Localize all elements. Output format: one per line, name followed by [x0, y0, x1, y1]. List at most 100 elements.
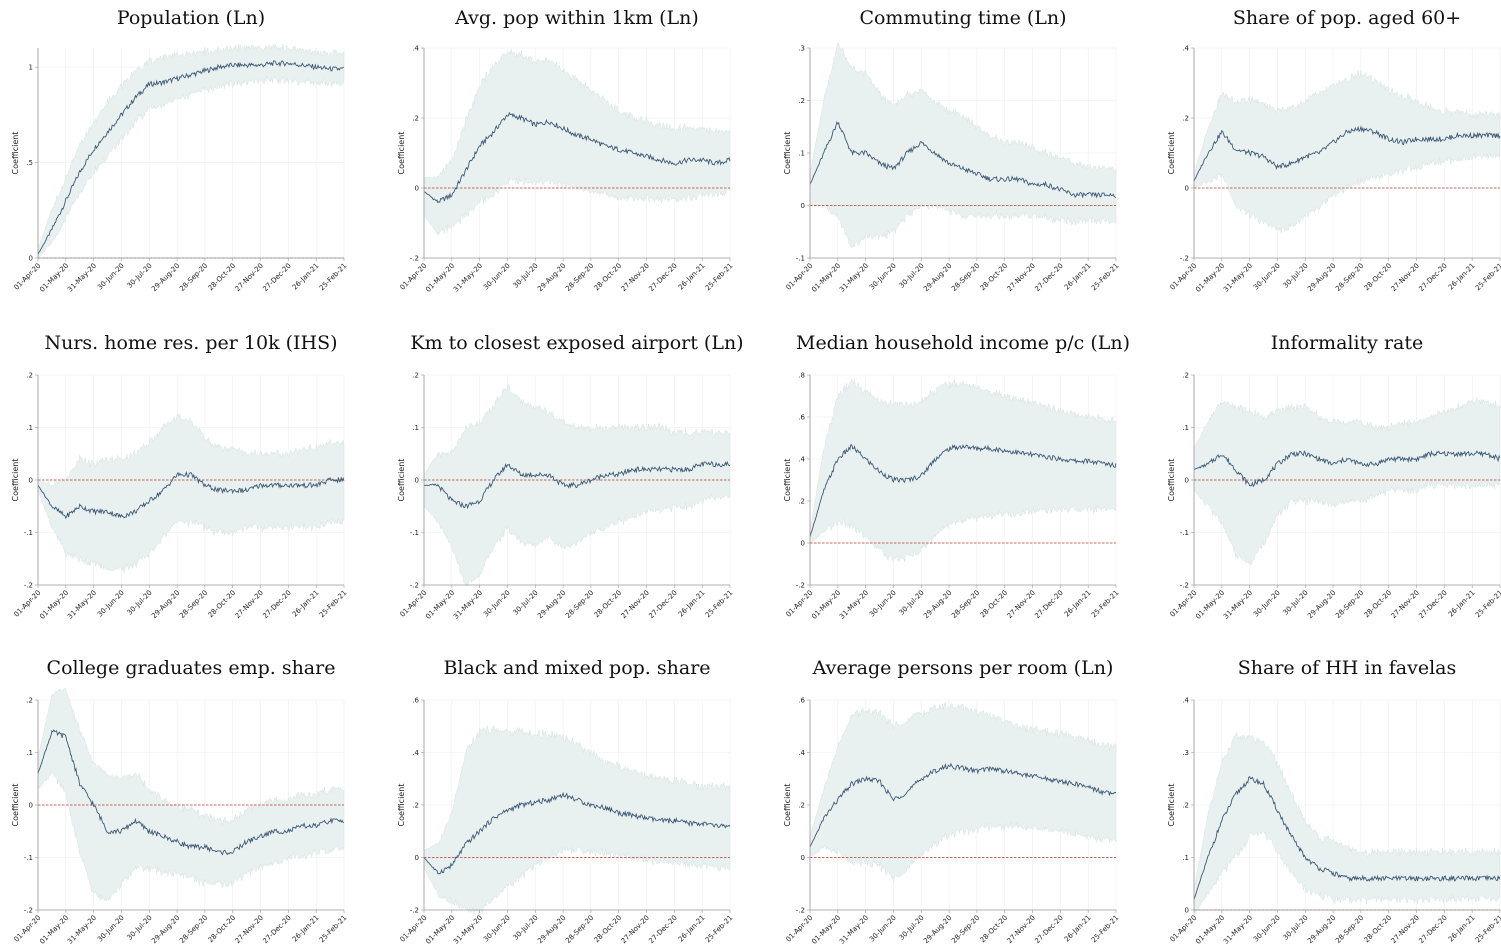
coefficient-line: [37, 60, 345, 255]
y-tick-label: 0: [1185, 907, 1189, 915]
x-tick-label: 25-Feb-21: [318, 589, 349, 620]
x-tick-label: 27-Dec-20: [261, 262, 292, 293]
y-tick-label: .1: [26, 749, 33, 757]
coefficient-line: [37, 470, 345, 520]
chart-panel: Avg. pop within 1km (Ln)-.20.2.401-Apr-2…: [397, 7, 734, 294]
y-tick-label: .2: [1182, 372, 1189, 380]
x-tick-label: 27-Nov-20: [1006, 262, 1037, 293]
x-tick-label: 30-Jun-20: [1252, 589, 1282, 619]
x-tick-label: 30-Jul-20: [126, 914, 154, 942]
coefficient-line: [1193, 776, 1501, 900]
x-tick-label: 25-Feb-21: [704, 262, 735, 293]
y-tick-label: .2: [412, 372, 419, 380]
y-tick-label: .6: [798, 697, 805, 705]
y-tick-label: -.2: [410, 255, 419, 263]
x-tick-label: 01-May-20: [1194, 589, 1226, 621]
chart-panel: Median household income p/c (Ln) -.2 0 .2 .4…: [783, 332, 1130, 621]
x-tick-label: 27-Nov-20: [1390, 589, 1421, 620]
chart-title: Share of pop. aged 60+: [1233, 7, 1461, 29]
y-tick-label: .2: [798, 498, 805, 506]
x-tick-label: 29-Aug-20: [922, 914, 953, 945]
x-tick-label: 29-Aug-20: [922, 262, 953, 293]
x-tick-label: 28-Sep-20: [1334, 262, 1365, 293]
confidence-band: [423, 384, 731, 588]
chart-title: Share of HH in favelas: [1238, 657, 1456, 679]
x-tick-label: 31-May-20: [66, 589, 98, 621]
x-tick-label: 30-Jun-20: [96, 914, 126, 944]
y-axis-label: Coefficient: [397, 132, 406, 175]
x-tick-label: 27-Dec-20: [1033, 914, 1064, 945]
x-tick-label: 29-Aug-20: [1306, 589, 1337, 620]
y-tick-label: -.2: [410, 907, 419, 915]
y-axis-label: Coefficient: [11, 132, 20, 175]
x-tick-label: 30-Jun-20: [482, 589, 512, 619]
x-tick-label: 30-Jun-20: [482, 914, 512, 944]
chart-panel: Share of pop. aged 60+-.20.2.401-Apr-200…: [1167, 7, 1501, 294]
chart-title: Average persons per room (Ln): [812, 657, 1114, 679]
chart-panel: College graduates emp. share -.2 -.1 0 .1 .2 0…: [11, 657, 348, 946]
coefficient-line: [1193, 450, 1501, 488]
x-tick-label: 30-Jun-20: [868, 589, 898, 619]
x-tick-label: 27-Nov-20: [1006, 914, 1037, 945]
confidence-band: [37, 43, 345, 259]
y-tick-label: 0: [801, 202, 805, 210]
x-tick-label: 30-Jul-20: [512, 589, 540, 617]
y-tick-label: 0: [415, 854, 419, 862]
x-tick-label: 29-Aug-20: [536, 262, 567, 293]
y-tick-label: -.2: [1180, 255, 1189, 263]
y-tick-label: -.1: [24, 854, 33, 862]
x-tick-label: 25-Feb-21: [1474, 914, 1501, 945]
y-axis-label: Coefficient: [1167, 459, 1176, 502]
x-tick-label: 27-Dec-20: [261, 914, 292, 945]
x-tick-label: 26-Jan-21: [677, 914, 707, 944]
x-tick-label: 01-May-20: [1194, 262, 1226, 294]
coefficient-line: [423, 111, 731, 204]
x-tick-label: 27-Nov-20: [1006, 589, 1037, 620]
y-tick-label: -.1: [24, 529, 33, 537]
x-tick-label: 31-May-20: [66, 914, 98, 946]
chart-panel: Informality rate-.2-.10.1.201-Apr-2001-M…: [1167, 332, 1501, 621]
x-tick-label: 31-May-20: [452, 589, 484, 621]
x-tick-label: 26-Jan-21: [1447, 262, 1477, 292]
confidence-band: [1193, 396, 1501, 566]
y-tick-label: .4: [412, 749, 419, 757]
x-tick-label: 25-Feb-21: [1474, 589, 1501, 620]
x-tick-label: 31-May-20: [66, 262, 98, 294]
x-tick-label: 25-Feb-21: [704, 589, 735, 620]
x-tick-label: 29-Aug-20: [536, 589, 567, 620]
x-tick-label: 30-Jul-20: [1282, 262, 1310, 290]
y-axis-label: Coefficient: [783, 459, 792, 502]
coefficient-line: [809, 444, 1117, 537]
x-tick-label: 27-Dec-20: [1417, 262, 1448, 293]
x-tick-label: 26-Jan-21: [291, 262, 321, 292]
x-tick-label: 31-May-20: [838, 589, 870, 621]
y-tick-label: .2: [26, 697, 33, 705]
x-tick-label: 27-Nov-20: [620, 589, 651, 620]
chart-panel: Black and mixed pop. share-.20.2.4.601-A…: [397, 657, 734, 946]
x-tick-label: 29-Aug-20: [1306, 262, 1337, 293]
confidence-band: [423, 49, 731, 236]
x-tick-label: 30-Jul-20: [898, 262, 926, 290]
x-tick-label: 25-Feb-21: [318, 914, 349, 945]
chart-panel: Population (Ln)0.5101-Apr-2001-May-2031-…: [11, 7, 348, 294]
x-tick-label: 27-Dec-20: [1417, 589, 1448, 620]
x-tick-label: 29-Aug-20: [1306, 914, 1337, 945]
y-tick-label: 0: [1185, 477, 1189, 485]
y-tick-label: -.2: [24, 582, 33, 590]
chart-title: Km to closest exposed airport (Ln): [410, 332, 743, 354]
x-tick-label: 26-Jan-21: [291, 914, 321, 944]
chart-title: Avg. pop within 1km (Ln): [454, 7, 699, 29]
x-tick-label: 30-Jul-20: [898, 589, 926, 617]
confidence-band: [1193, 731, 1501, 917]
chart-title: Black and mixed pop. share: [443, 657, 710, 679]
y-axis-label: Coefficient: [11, 459, 20, 502]
chart-panel: Nurs. home res. per 10k (IHS) -.2 -.1 0 .1 .2…: [11, 332, 348, 621]
x-tick-label: 26-Jan-21: [1447, 914, 1477, 944]
y-tick-label: .1: [798, 150, 805, 158]
x-tick-label: 31-May-20: [452, 914, 484, 946]
x-tick-label: 28-Sep-20: [564, 262, 595, 293]
x-tick-label: 29-Aug-20: [150, 914, 181, 945]
y-tick-label: .4: [412, 45, 419, 53]
y-tick-label: -.2: [24, 907, 33, 915]
x-tick-label: 30-Jul-20: [126, 262, 154, 290]
